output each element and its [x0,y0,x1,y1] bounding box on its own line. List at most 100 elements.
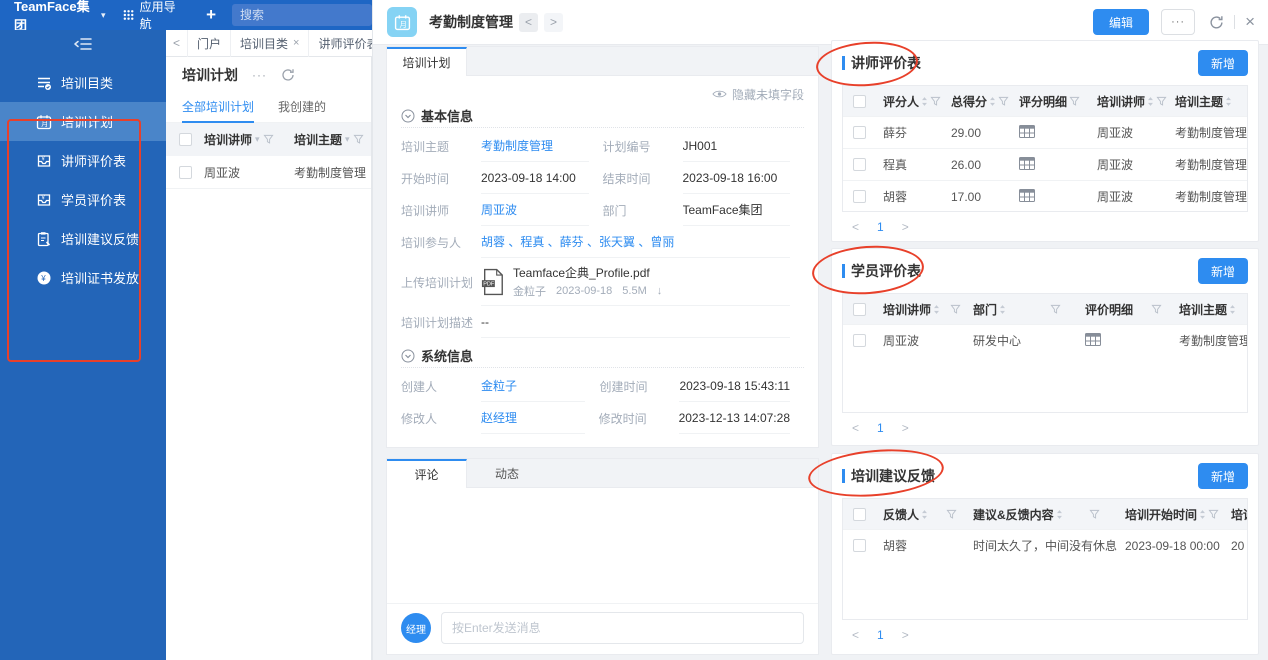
sort-icon[interactable] [1229,304,1236,315]
field-value-links[interactable]: 胡蓉 、程真 、薛芬 、张天翼 、曾丽 [481,226,790,258]
sort-icon[interactable] [921,96,928,107]
filter-icon[interactable] [262,134,274,145]
collapse-sidebar-icon[interactable] [74,37,92,51]
column-header[interactable]: 培训主题 [294,133,343,147]
column-header[interactable]: 部门 [973,302,998,317]
sort-icon[interactable] [1225,96,1232,107]
next-page-button[interactable]: > [901,628,909,642]
sidebar-item-lecturer-eval[interactable]: ¥ 讲师评价表 [0,141,166,180]
tab-created-by-me[interactable]: 我创建的 [278,99,327,114]
table-row[interactable]: 薛芬 29.00 周亚波 考勤制度管理 [843,116,1247,148]
row-checkbox[interactable] [852,126,866,139]
collapse-section-icon[interactable] [401,109,415,123]
filter-icon[interactable] [1208,509,1219,520]
select-all-checkbox[interactable] [852,94,866,108]
filter-icon[interactable] [352,134,364,145]
field-value-link[interactable]: 考勤制度管理 [481,130,589,162]
column-header[interactable]: 反馈人 [883,507,920,522]
sidebar-item-training-plan[interactable]: 月 培训计划 [0,102,166,141]
download-icon[interactable]: ↓ [656,285,663,297]
detail-grid-icon[interactable] [1019,124,1035,138]
select-all-checkbox[interactable] [852,507,866,521]
filter-icon[interactable] [1156,96,1167,107]
tab-training-category[interactable]: 培训目类 × [230,29,308,57]
hide-empty-toggle[interactable]: 隐藏未填字段 [401,84,804,104]
column-header[interactable]: 培训 [1231,507,1247,522]
next-page-button[interactable]: > [901,220,909,234]
detail-grid-icon[interactable] [1019,156,1035,170]
tab-all-plans[interactable]: 全部培训计划 [182,93,255,123]
column-header[interactable]: 培训主题 [1179,302,1228,317]
attachment[interactable]: PDF Teamface企典_Profile.pdf 金粒子 2023-09-1… [481,258,790,306]
column-header[interactable]: 培训主题 [1175,94,1224,109]
sort-icon[interactable] [1199,509,1206,520]
filter-icon[interactable] [950,304,961,315]
collapse-section-icon[interactable] [401,349,415,363]
tab-activity[interactable]: 动态 [494,467,519,481]
select-all-checkbox[interactable] [178,133,192,146]
filter-icon[interactable] [1050,304,1061,315]
tabs-scroll-left-icon[interactable]: < [173,36,181,50]
filter-icon[interactable] [1069,96,1080,107]
next-page-button[interactable]: > [901,421,909,435]
row-checkbox[interactable] [852,334,866,347]
filter-icon[interactable] [1089,509,1100,520]
table-row[interactable]: 周亚波 研发中心 考勤制度管理 [843,324,1247,356]
table-row[interactable]: 程真 26.00 周亚波 考勤制度管理 [843,148,1247,180]
tab-portal[interactable]: 门户 [187,29,230,57]
select-all-checkbox[interactable] [852,302,866,316]
sidebar-item-student-eval[interactable]: ¥ 学员评价表 [0,180,166,219]
close-icon[interactable]: × [1245,12,1255,31]
next-record-button[interactable]: > [544,12,563,32]
tab-training-plan[interactable]: 培训计划 [387,47,467,76]
filter-icon[interactable] [946,509,957,520]
table-row[interactable]: 周亚波 考勤制度管理 [166,156,371,189]
table-row[interactable]: 胡蓉 17.00 周亚波 考勤制度管理 [843,180,1247,211]
file-name[interactable]: Teamface企典_Profile.pdf [513,266,650,280]
filter-icon[interactable] [998,96,1009,107]
column-header[interactable]: 评分明细 [1019,94,1068,109]
filter-icon[interactable] [1151,304,1162,315]
column-header[interactable]: 总得分 [951,94,988,109]
column-header[interactable]: 培训讲师 [204,133,253,147]
company-menu[interactable]: TeamFace集团 ▾ [14,0,105,34]
field-value-link[interactable]: 赵经理 [481,402,585,434]
close-icon[interactable]: × [293,37,300,49]
refresh-button[interactable] [1209,15,1224,30]
add-app-button[interactable]: + [206,5,216,24]
sidebar-item-training-category[interactable]: 培训目类 [0,63,166,102]
comment-input[interactable] [441,612,804,644]
caret-down-icon[interactable]: ▾ [255,134,260,144]
sort-icon[interactable] [999,304,1006,315]
add-button[interactable]: 新增 [1197,463,1248,489]
field-value-link[interactable]: 周亚波 [481,194,589,226]
sidebar-item-feedback[interactable]: 培训建议反馈 [0,219,166,258]
more-icon[interactable]: ··· [252,68,267,82]
search-input[interactable] [232,4,372,26]
row-checkbox[interactable] [852,190,866,203]
detail-grid-icon[interactable] [1085,332,1101,346]
column-header[interactable]: 评分人 [883,94,920,109]
row-checkbox[interactable] [852,539,866,552]
sort-icon[interactable] [1147,96,1154,107]
sort-icon[interactable] [933,304,940,315]
prev-page-button[interactable]: < [852,220,860,234]
add-button[interactable]: 新增 [1197,50,1248,76]
row-checkbox[interactable] [852,158,866,171]
field-value-link[interactable]: 金粒子 [481,370,586,402]
table-row[interactable]: 胡蓉 时间太久了，中间没有休息 2023-09-18 00:00 20 [843,529,1247,561]
tab-comments[interactable]: 评论 [387,459,467,488]
page-number[interactable]: 1 [877,421,884,435]
sort-icon[interactable] [989,96,996,107]
add-button[interactable]: 新增 [1197,258,1248,284]
prev-page-button[interactable]: < [852,421,860,435]
column-header[interactable]: 评价明细 [1085,302,1134,317]
prev-record-button[interactable]: < [519,12,538,32]
edit-button[interactable]: 编辑 [1093,9,1150,35]
caret-down-icon[interactable]: ▾ [345,134,350,144]
refresh-icon[interactable] [281,68,295,82]
page-number[interactable]: 1 [877,628,884,642]
page-number[interactable]: 1 [877,220,884,234]
row-checkbox[interactable] [178,165,192,179]
detail-grid-icon[interactable] [1019,188,1035,202]
